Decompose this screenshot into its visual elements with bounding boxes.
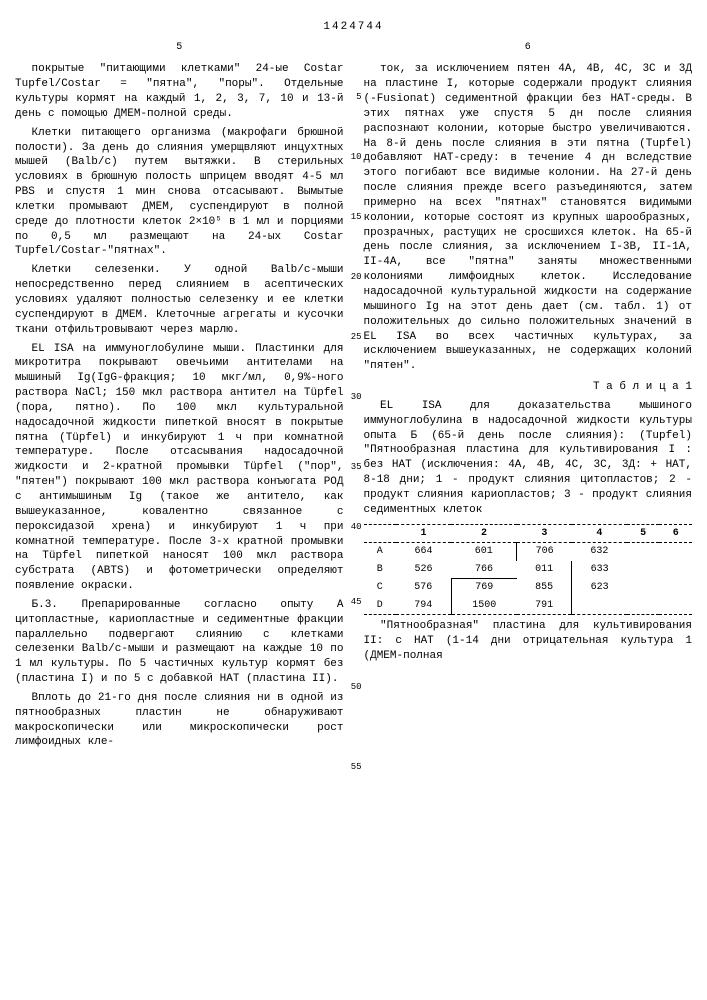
line-number: 10: [348, 151, 362, 163]
td: [572, 597, 627, 615]
td: D: [364, 597, 396, 615]
two-column-layout: 5 покрытые "питающими клетками" 24-ые Co…: [15, 41, 692, 754]
document-number: 1424744: [15, 20, 692, 35]
left-column: 5 покрытые "питающими клетками" 24-ые Co…: [15, 41, 344, 754]
table-caption: EL ISA для доказательства мышиного иммун…: [364, 399, 693, 518]
th: 5: [627, 524, 659, 543]
td: 623: [572, 579, 627, 597]
td: [627, 561, 659, 579]
th: 4: [572, 524, 627, 543]
left-para-3: Клетки селезенки. У одной Balb/c-мыши не…: [15, 263, 344, 337]
th: [364, 524, 396, 543]
left-page-number: 5: [15, 41, 344, 55]
line-number: 30: [348, 391, 362, 403]
right-para-2: "Пятнообразная" пластина для культивиров…: [364, 619, 693, 664]
td: 526: [396, 561, 451, 579]
line-number: 35: [348, 461, 362, 473]
td: 1500: [451, 597, 517, 615]
td: [659, 543, 692, 561]
line-number: 20: [348, 271, 362, 283]
td: 766: [451, 561, 517, 579]
table-row: B 526 766 011 633: [364, 561, 693, 579]
td: 706: [517, 543, 572, 561]
line-number: 55: [348, 761, 362, 773]
td: 601: [451, 543, 517, 561]
left-para-4: EL ISA на иммуноглобулине мыши. Пластинк…: [15, 342, 344, 594]
td: 769: [451, 579, 517, 597]
td: 664: [396, 543, 451, 561]
left-para-6: Вплоть до 21-го дня после слияния ни в о…: [15, 691, 344, 750]
td: [659, 561, 692, 579]
table-label: Т а б л и ц а 1: [364, 380, 693, 395]
left-para-5: Б.3. Препарированные согласно опыту А ци…: [15, 598, 344, 687]
th: 3: [517, 524, 572, 543]
data-table: 1 2 3 4 5 6 A 664 601 706 632 B 526 766 …: [364, 524, 693, 616]
line-number: 15: [348, 211, 362, 223]
line-number: 45: [348, 596, 362, 608]
td: 576: [396, 579, 451, 597]
line-number: 50: [348, 681, 362, 693]
left-para-1: покрытые "питающими клетками" 24-ые Cost…: [15, 62, 344, 121]
left-para-2: Клетки питающего организма (макрофаги бр…: [15, 126, 344, 260]
td: [659, 579, 692, 597]
td: A: [364, 543, 396, 561]
td: C: [364, 579, 396, 597]
td: [627, 543, 659, 561]
line-number: 25: [348, 331, 362, 343]
th: 6: [659, 524, 692, 543]
td: 794: [396, 597, 451, 615]
table-row: C 576 769 855 623: [364, 579, 693, 597]
td: [627, 579, 659, 597]
td: B: [364, 561, 396, 579]
th: 2: [451, 524, 517, 543]
right-para-1: ток, за исключением пятен 4А, 4В, 4С, 3С…: [364, 62, 693, 374]
table-row: A 664 601 706 632: [364, 543, 693, 561]
line-number: 40: [348, 521, 362, 533]
right-column: 6 5 10 15 20 25 30 35 40 45 50 55 ток, з…: [364, 41, 693, 754]
td: 633: [572, 561, 627, 579]
th: 1: [396, 524, 451, 543]
line-number: 5: [348, 91, 362, 103]
td: 791: [517, 597, 572, 615]
td: [659, 597, 692, 615]
right-page-number: 6: [364, 41, 693, 55]
td: [627, 597, 659, 615]
td: 632: [572, 543, 627, 561]
td: 855: [517, 579, 572, 597]
table-row: D 794 1500 791: [364, 597, 693, 615]
td: 011: [517, 561, 572, 579]
